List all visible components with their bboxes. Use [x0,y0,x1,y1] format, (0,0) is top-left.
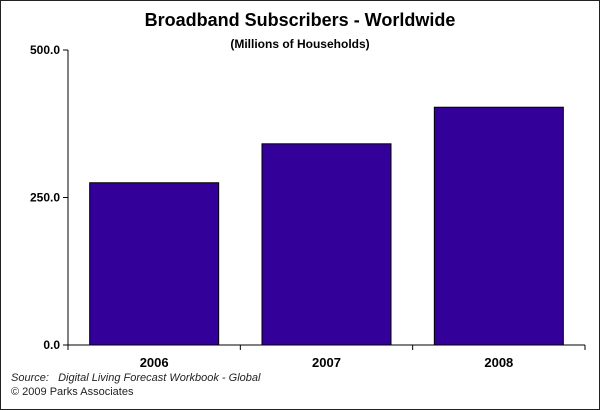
y-tick-label: 500.0 [30,43,60,57]
x-category-label: 2006 [140,355,169,370]
y-tick-label: 250.0 [30,191,60,205]
source-note: Source: Digital Living Forecast Workbook… [11,372,261,384]
chart-subtitle: (Millions of Households) [230,37,370,51]
x-category-label: 2008 [484,355,513,370]
bar-2007 [261,143,392,346]
bar-2008 [433,106,564,346]
chart-title: Broadband Subscribers - Worldwide [144,10,456,30]
y-axis-ticks: 0.0 250.0 500.0 [30,43,68,352]
x-axis-labels: 2006 2007 2008 [67,345,586,370]
bars [89,106,564,346]
x-category-label: 2007 [312,355,341,370]
bar-2006 [89,182,220,346]
copyright-note: © 2009 Parks Associates [11,386,134,398]
y-tick-label: 0.0 [43,338,60,352]
